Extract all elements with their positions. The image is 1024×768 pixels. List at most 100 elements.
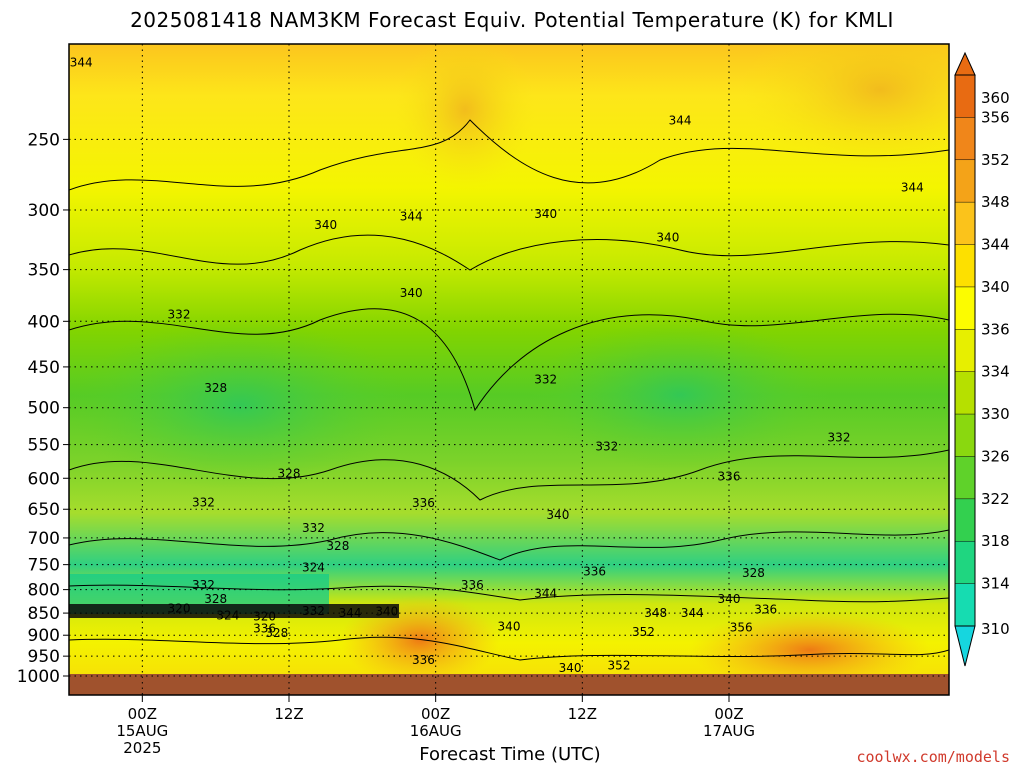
y-tick-label: 850 <box>28 604 60 624</box>
contour-label: 332 <box>168 307 191 321</box>
colorbar-label: 356 <box>981 108 1010 126</box>
contour-label: 344 <box>70 56 93 70</box>
x-tick-label: 00Z <box>714 705 743 723</box>
y-tick-label: 350 <box>28 261 60 281</box>
x-tick-label: 12Z <box>568 705 597 723</box>
gridlines <box>69 44 949 695</box>
contour-label: 332 <box>302 604 325 618</box>
contour-label: 320 <box>168 602 191 616</box>
y-tick-label: 450 <box>28 358 60 378</box>
colorbar-label: 334 <box>981 363 1010 381</box>
contour-label: 328 <box>326 539 349 553</box>
y-tick-label: 400 <box>28 312 60 332</box>
contour-label: 332 <box>302 521 325 535</box>
contour-label: 324 <box>302 561 325 575</box>
colorbar-segment <box>955 244 975 287</box>
y-tick-label: 600 <box>28 469 60 489</box>
contour-label: 344 <box>901 180 924 194</box>
contour-label: 340 <box>498 620 521 634</box>
y-tick-label: 550 <box>28 436 60 456</box>
colorbar-label: 314 <box>981 575 1010 593</box>
colorbar-label: 360 <box>981 89 1010 107</box>
x-axis-title: Forecast Time (UTC) <box>419 744 601 765</box>
x-tick-label: 00Z <box>421 705 450 723</box>
plot-frame <box>68 43 950 696</box>
colorbar-segment <box>955 541 975 584</box>
contour-label: 356 <box>730 620 753 634</box>
contour-label: 332 <box>595 440 618 454</box>
contour-label: 336 <box>583 564 606 578</box>
y-tick-label: 750 <box>28 556 60 576</box>
colorbar-segment <box>955 329 975 372</box>
contour-label: 344 <box>669 113 692 127</box>
contour-label: 352 <box>608 658 631 672</box>
contour-label: 328 <box>265 626 288 640</box>
contour-label: 320 <box>253 610 276 624</box>
y-tick-label: 300 <box>28 201 60 221</box>
contour-label: 336 <box>412 653 435 667</box>
y-tick-label: 950 <box>28 647 60 667</box>
contour-label: 328 <box>742 566 765 580</box>
contour-label: 340 <box>375 605 398 619</box>
contour-label: 340 <box>314 218 337 232</box>
contour-label: 328 <box>278 467 301 481</box>
contour-label: 332 <box>192 578 215 592</box>
contour-label: 328 <box>204 381 227 395</box>
theta-e-field <box>69 44 949 695</box>
x-tick-label: 15AUG <box>116 722 168 740</box>
colorbar-label: 330 <box>981 405 1010 423</box>
y-tick-label: 700 <box>28 529 60 549</box>
contour-label: 336 <box>754 602 777 616</box>
contour-label: 344 <box>681 606 704 620</box>
contour-label: 348 <box>644 606 667 620</box>
colorbar-segment <box>955 371 975 415</box>
ground-below-surface <box>69 674 949 695</box>
contour-label: 332 <box>828 430 851 444</box>
y-tick-label: 800 <box>28 581 60 601</box>
y-tick-label: 500 <box>28 399 60 419</box>
colorbar-segment <box>955 583 975 626</box>
y-tick-label: 250 <box>28 130 60 150</box>
credit-text: coolwx.com/models <box>856 748 1010 766</box>
y-tick-label: 650 <box>28 500 60 520</box>
colorbar-segment <box>955 498 975 542</box>
colorbar-max-arrow <box>954 51 976 76</box>
contour-label: 332 <box>534 373 557 387</box>
contour-label: 336 <box>253 621 276 635</box>
x-tick-label: 16AUG <box>410 722 462 740</box>
contour-label: 340 <box>718 592 741 606</box>
colorbar-segment <box>955 159 975 203</box>
contour-label: 344 <box>534 586 557 600</box>
y-tick-label: 900 <box>28 626 60 646</box>
contour-label: 340 <box>559 661 582 675</box>
contour-label: 340 <box>656 230 679 244</box>
colorbar-label: 348 <box>981 193 1010 211</box>
contour-label: 340 <box>400 286 423 300</box>
colorbar-label: 340 <box>981 278 1010 296</box>
y-tick-label: 1000 <box>17 667 60 687</box>
colorbar-label: 318 <box>981 532 1010 550</box>
contour-label: 344 <box>400 209 423 223</box>
colorbar-label: 326 <box>981 447 1010 465</box>
contour-label: 352 <box>632 625 655 639</box>
contour-label: 336 <box>718 469 741 483</box>
chart-title: 2025081418 NAM3KM Forecast Equiv. Potent… <box>130 8 894 32</box>
contour-label: 340 <box>546 508 569 522</box>
contour-label: 324 <box>216 608 239 622</box>
colorbar-label: 322 <box>981 490 1010 508</box>
x-tick-label: 2025 <box>123 739 161 757</box>
colorbar-segment <box>955 202 975 245</box>
colorbar-label: 344 <box>981 236 1010 254</box>
colorbar-segment <box>955 117 975 160</box>
contour-label: 336 <box>412 496 435 510</box>
colorbar-min-arrow <box>954 625 976 667</box>
contour-label: 340 <box>534 207 557 221</box>
colorbar-segment <box>955 286 975 330</box>
colorbar: 310 314 318 322 326 330 334 336 340 344 348 352 3563… <box>954 51 1010 667</box>
contour-label: 332 <box>192 496 215 510</box>
contour-label: 328 <box>204 592 227 606</box>
colorbar-segment <box>955 75 975 118</box>
x-tick-label: 17AUG <box>703 722 755 740</box>
